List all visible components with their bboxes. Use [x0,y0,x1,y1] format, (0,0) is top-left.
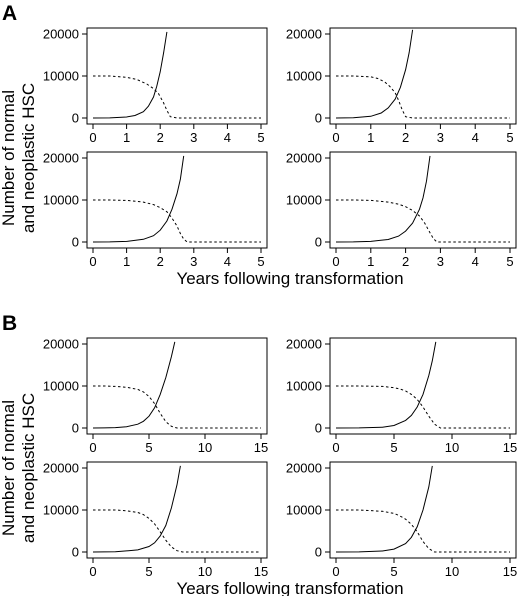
y-tick-label: 0 [72,111,79,126]
series-line-neoplastic-solid [92,31,168,119]
subplot-2: 0 1 2 3 4 5 0 10000 20000 [286,27,517,145]
subplot-3: 0 1 2 3 4 5 0 10000 20000 [43,151,268,269]
series-line-neoplastic-solid [92,465,181,553]
x-tick-label: 3 [190,130,197,145]
x-tick-label: 4 [224,130,231,145]
x-tick-label: 5 [506,130,513,145]
subplot-7: 0 5 10 15 0 10000 20000 [43,461,268,580]
subplot-4: 0 1 2 3 4 5 0 10000 20000 [286,151,517,269]
y-tick-label: 0 [315,421,322,436]
series-line-normal-dashed [93,509,261,553]
x-tick-label: 3 [437,130,444,145]
x-tick-label: 4 [224,254,231,269]
subplot-6: 0 5 10 15 0 10000 20000 [286,337,517,456]
x-tick-label: 4 [472,130,479,145]
y-axis-title-a-line1: Number of normal [0,90,18,226]
y-tick-label: 20000 [43,151,79,166]
series-line-neoplastic-solid [335,465,433,553]
series-line-neoplastic-solid [92,341,176,429]
x-tick-label: 0 [89,130,96,145]
x-tick-label: 15 [254,440,268,455]
series-line-neoplastic-solid [335,341,437,429]
y-tick-label: 20000 [286,461,322,476]
subplot-5: 0 5 10 15 0 10000 20000 [43,337,268,456]
series-line-normal-dashed [93,385,261,429]
y-tick-label: 0 [72,421,79,436]
y-tick-label: 20000 [286,151,322,166]
x-tick-label: 10 [445,440,459,455]
y-tick-label: 10000 [286,69,322,84]
x-axis-title-a: Years following transformation [176,269,403,288]
y-axis-title-a-line2: and neoplastic HSC [19,83,38,233]
x-tick-label: 5 [390,440,397,455]
y-tick-label: 10000 [286,379,322,394]
y-tick-label: 20000 [43,27,79,42]
x-tick-label: 15 [503,440,517,455]
y-tick-label: 20000 [43,461,79,476]
x-tick-label: 5 [390,564,397,579]
panel-letter-a: A [2,2,17,25]
x-tick-label: 5 [145,564,152,579]
y-tick-label: 0 [315,545,322,560]
x-tick-label: 1 [367,254,374,269]
x-tick-label: 5 [257,254,264,269]
x-tick-label: 0 [332,130,339,145]
y-tick-label: 0 [72,235,79,250]
y-tick-label: 0 [72,545,79,560]
subplot-8: 0 5 10 15 0 10000 20000 [286,461,517,580]
series-line-normal-dashed [93,199,261,243]
x-tick-label: 1 [123,130,130,145]
x-tick-label: 0 [89,564,96,579]
x-tick-label: 2 [157,254,164,269]
subplot-1: 0 1 2 3 4 5 0 10000 20000 [43,27,268,145]
series-line-normal-dashed [336,509,510,553]
x-tick-label: 0 [332,254,339,269]
x-tick-label: 2 [157,130,164,145]
panel-letter-b: B [2,312,17,335]
x-tick-label: 1 [123,254,130,269]
x-tick-label: 5 [145,440,152,455]
series-line-neoplastic-solid [92,155,185,243]
y-tick-label: 10000 [43,193,79,208]
x-axis-title-b: Years following transformation [176,579,403,596]
x-tick-label: 2 [402,130,409,145]
y-tick-label: 10000 [43,503,79,518]
x-tick-label: 0 [89,440,96,455]
y-tick-label: 10000 [43,379,79,394]
x-tick-label: 0 [332,564,339,579]
series-line-normal-dashed [336,75,510,119]
x-tick-label: 5 [506,254,513,269]
y-tick-label: 10000 [286,193,322,208]
x-tick-label: 15 [503,564,517,579]
y-tick-label: 20000 [43,337,79,352]
y-tick-label: 10000 [286,503,322,518]
y-tick-label: 20000 [286,337,322,352]
x-tick-label: 15 [254,564,268,579]
y-tick-label: 10000 [43,69,79,84]
x-tick-label: 5 [257,130,264,145]
x-tick-label: 2 [402,254,409,269]
series-line-normal-dashed [336,199,510,243]
x-tick-label: 0 [332,440,339,455]
x-tick-label: 4 [472,254,479,269]
y-tick-label: 0 [315,111,322,126]
series-line-neoplastic-solid [335,29,414,119]
x-tick-label: 10 [198,564,212,579]
x-tick-label: 0 [89,254,96,269]
y-tick-label: 0 [315,235,322,250]
y-axis-title-b-line1: Number of normal [0,400,18,536]
x-tick-label: 1 [367,130,374,145]
series-line-normal-dashed [336,385,510,429]
x-tick-label: 10 [445,564,459,579]
y-axis-title-b-line2: and neoplastic HSC [19,393,38,543]
x-tick-label: 3 [190,254,197,269]
x-tick-label: 3 [437,254,444,269]
y-tick-label: 20000 [286,27,322,42]
series-line-normal-dashed [93,75,261,119]
series-line-neoplastic-solid [335,155,431,243]
x-tick-label: 10 [198,440,212,455]
